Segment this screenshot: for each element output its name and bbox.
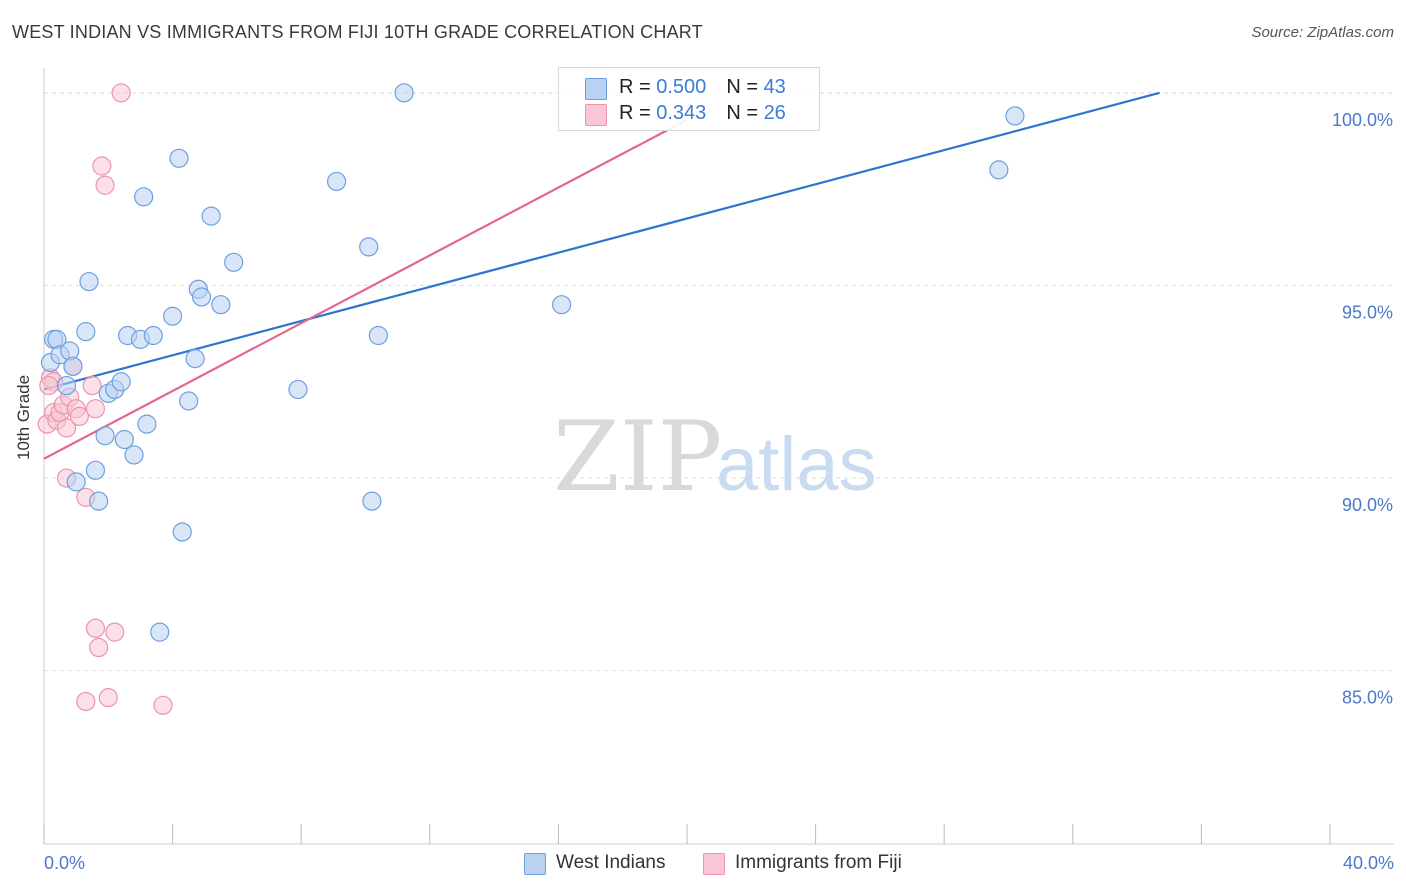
point-west-indians (191, 287, 212, 307)
point-west-indians (124, 445, 144, 465)
y-tick-label: 85.0% (1342, 688, 1393, 708)
legend-label: Immigrants from Fiji (735, 852, 902, 873)
point-west-indians (989, 160, 1009, 180)
r-value: 0.500 (656, 76, 707, 98)
point-west-indians (359, 237, 379, 257)
legend-swatch-pink (703, 853, 725, 875)
point-west-indians (111, 372, 131, 392)
point-west-indians (60, 341, 80, 361)
n-label: N = (726, 102, 764, 124)
point-fiji (39, 375, 59, 396)
grid-lines (44, 92, 1394, 672)
trend-lines (43, 91, 1160, 460)
r-label: R = (619, 102, 657, 124)
point-west-indians (179, 391, 199, 411)
point-fiji (85, 399, 106, 419)
point-west-indians (394, 83, 414, 103)
point-west-indians (150, 622, 170, 642)
point-fiji (98, 688, 118, 708)
point-west-indians (172, 522, 192, 542)
point-west-indians (1005, 106, 1025, 126)
data-points (37, 83, 1025, 715)
point-west-indians (552, 295, 572, 315)
point-west-indians (56, 375, 77, 396)
r-label: R = (619, 76, 657, 98)
point-west-indians (134, 187, 154, 207)
point-west-indians (114, 429, 134, 450)
series-legend: West Indians Immigrants from Fiji (0, 852, 1406, 878)
x-tick-label-max: 40.0% (1343, 853, 1394, 873)
trend-line-west-indians (43, 91, 1160, 391)
point-fiji (82, 375, 102, 396)
n-value: 26 (763, 102, 786, 124)
point-fiji (69, 406, 89, 427)
stats-legend: R = 0.500 N = 43 R = 0.343 N = 26 (558, 67, 820, 131)
point-west-indians (137, 414, 157, 434)
n-label: N = (726, 76, 764, 98)
r-value: 0.343 (656, 102, 707, 124)
point-west-indians (163, 306, 183, 326)
point-fiji (95, 175, 115, 195)
point-west-indians (79, 271, 99, 292)
legend-label: West Indians (556, 852, 666, 873)
point-fiji (76, 691, 96, 712)
point-west-indians (89, 491, 109, 511)
legend-swatch-blue (585, 78, 607, 100)
point-west-indians (201, 206, 221, 226)
point-fiji (56, 418, 77, 438)
source-label: Source: ZipAtlas.com (1251, 24, 1394, 41)
n-value: 43 (763, 76, 786, 98)
point-fiji (89, 637, 109, 658)
point-fiji (153, 695, 173, 715)
watermark-zip: ZIP (553, 401, 722, 513)
point-west-indians (76, 322, 96, 342)
point-west-indians (326, 171, 347, 192)
axes (43, 68, 1394, 845)
point-fiji (85, 618, 106, 638)
point-west-indians (85, 460, 106, 480)
y-tick-labels: 85.0% 90.0% 95.0% 100.0% (1332, 110, 1393, 708)
point-fiji (92, 156, 112, 176)
chart-title: WEST INDIAN VS IMMIGRANTS FROM FIJI 10TH… (12, 22, 703, 42)
y-tick-label: 90.0% (1342, 495, 1393, 515)
point-west-indians (362, 491, 382, 511)
y-tick-label: 95.0% (1342, 302, 1393, 322)
point-fiji (111, 83, 131, 103)
x-tick-label-min: 0.0% (44, 853, 85, 873)
point-west-indians (224, 252, 244, 272)
point-west-indians (211, 295, 231, 315)
point-west-indians (66, 472, 86, 492)
point-west-indians (288, 379, 308, 400)
trend-line-fiji (43, 118, 688, 460)
legend-swatch-blue (524, 853, 546, 875)
point-west-indians (368, 325, 388, 346)
y-tick-label: 100.0% (1332, 110, 1393, 130)
point-west-indians (95, 426, 115, 446)
point-west-indians (143, 325, 163, 346)
watermark-atlas: atlas (716, 422, 877, 507)
point-west-indians (169, 148, 189, 168)
point-west-indians (185, 349, 205, 369)
point-west-indians (63, 356, 83, 376)
point-fiji (105, 622, 125, 642)
legend-swatch-pink (585, 104, 607, 126)
